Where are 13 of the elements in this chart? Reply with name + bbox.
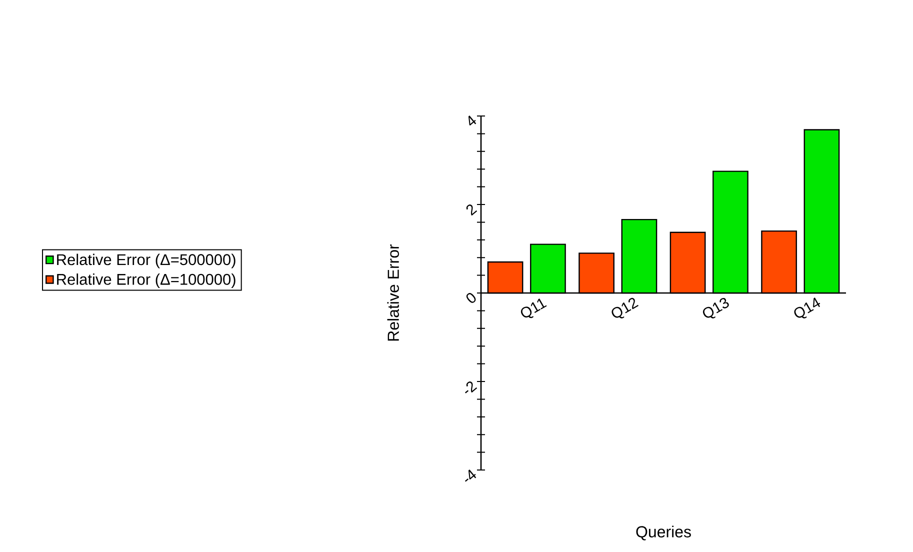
y-tick-label: 2 (466, 204, 478, 216)
y-tick-label: -2 (465, 381, 478, 394)
x-tick-label: Q12 (612, 298, 638, 318)
y-tick-label: -4 (464, 470, 476, 482)
x-tick-label: Q14 (794, 298, 820, 318)
y-tick-label: 0 (466, 293, 476, 303)
legend-label: Relative Error (Δ=500000) (57, 254, 236, 268)
legend-label: Relative Error (Δ=100000) (57, 273, 236, 288)
y-tick-label: 4 (468, 116, 476, 126)
x-tick-label: Q13 (702, 298, 729, 318)
x-tick-label: Q11 (520, 298, 547, 318)
x-axis-title: Queries (636, 526, 691, 540)
y-axis-title: Relative Error (387, 244, 399, 341)
